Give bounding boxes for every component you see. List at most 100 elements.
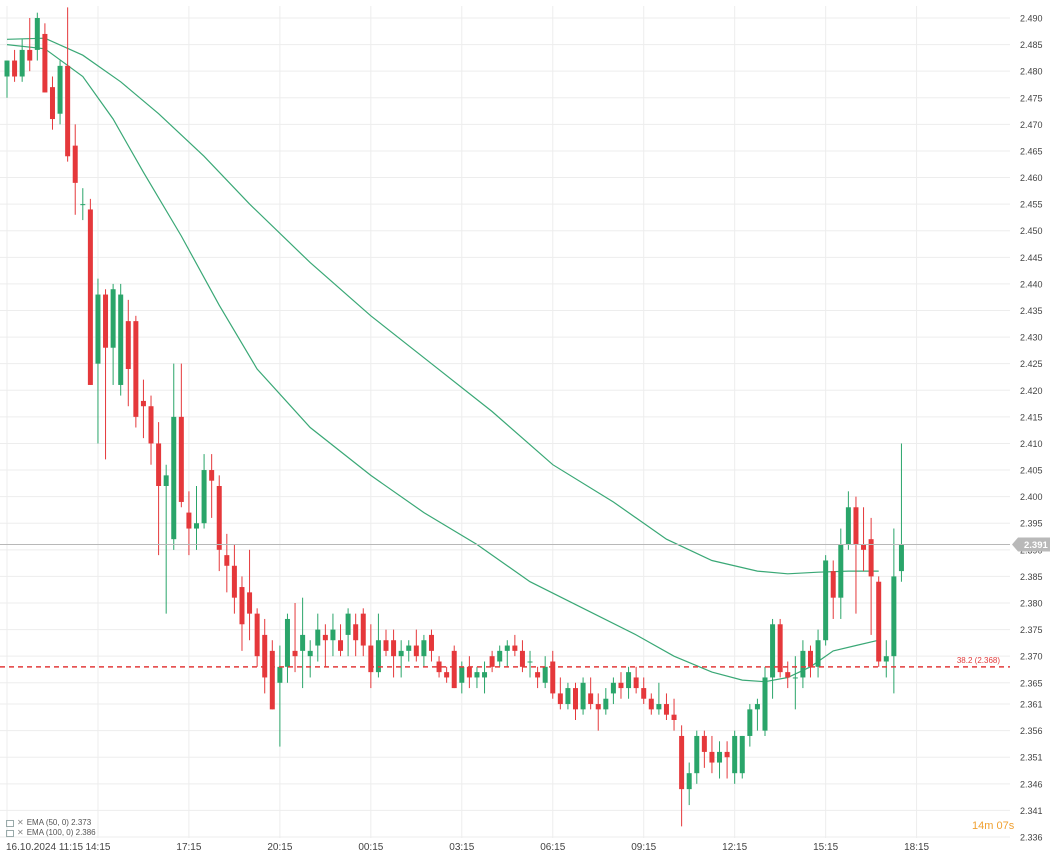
y-tick-label: 2.410 bbox=[1020, 439, 1043, 449]
legend-ema50[interactable]: ✕ EMA (50, 0) 2.373 bbox=[6, 818, 96, 828]
y-tick-label: 2.415 bbox=[1020, 412, 1043, 422]
levels: 38.2 (2.368) bbox=[0, 544, 1010, 668]
candle-body bbox=[186, 512, 192, 529]
candle-body bbox=[444, 672, 450, 678]
x-tick-label: 15:15 bbox=[813, 842, 838, 853]
y-tick-label: 2.351 bbox=[1020, 753, 1043, 763]
x-axis: 16.10.2024 11:15 14:15 17:15 20:15 00:15 03:1… bbox=[6, 842, 930, 853]
candle-body bbox=[694, 735, 700, 774]
candle-body bbox=[42, 33, 48, 93]
y-axis: 2.490 2.485 2.480 2.475 2.470 2.465 2.460 2.455… bbox=[1020, 14, 1043, 843]
x-tick-label: 17:15 bbox=[176, 842, 201, 853]
y-tick-label: 2.346 bbox=[1020, 779, 1043, 789]
candle-body bbox=[368, 645, 374, 673]
candle-body bbox=[573, 688, 578, 710]
indicator-settings-icon[interactable] bbox=[6, 829, 14, 837]
candle-countdown: 14m 07s bbox=[972, 820, 1015, 832]
y-tick-label: 2.365 bbox=[1020, 678, 1043, 688]
x-tick-label: 12:15 bbox=[722, 842, 747, 853]
candle-body bbox=[80, 204, 86, 206]
x-tick-label: 09:15 bbox=[631, 842, 656, 853]
current-price-value: 2.391 bbox=[1024, 540, 1048, 551]
y-tick-label: 2.375 bbox=[1020, 625, 1043, 635]
candle-body bbox=[239, 587, 245, 625]
candle-body bbox=[663, 704, 669, 715]
indicator-legend: ✕ EMA (50, 0) 2.373 ✕ EMA (100, 0) 2.386 bbox=[6, 818, 96, 838]
candle-body bbox=[103, 294, 109, 348]
candle-body bbox=[709, 751, 715, 763]
candle-body bbox=[284, 618, 290, 667]
candle-body bbox=[717, 751, 723, 763]
candle-body bbox=[413, 645, 419, 657]
candle-body bbox=[482, 672, 488, 678]
candle-body bbox=[360, 613, 366, 646]
candle-body bbox=[648, 698, 654, 710]
candle-body bbox=[595, 704, 601, 710]
candle-body bbox=[315, 629, 321, 646]
candle-body bbox=[656, 704, 662, 710]
candle-body bbox=[338, 640, 344, 651]
remove-indicator-icon[interactable]: ✕ bbox=[17, 818, 24, 827]
legend-ema100[interactable]: ✕ EMA (100, 0) 2.386 bbox=[6, 828, 96, 838]
candle-body bbox=[428, 634, 434, 651]
indicator-settings-icon[interactable] bbox=[6, 819, 14, 827]
candle-body bbox=[898, 544, 904, 572]
candle-body bbox=[148, 406, 154, 444]
candle-body bbox=[300, 634, 306, 651]
candle-body bbox=[792, 677, 798, 679]
candle-body bbox=[322, 634, 328, 641]
price-tags: 2.391 bbox=[1012, 537, 1050, 552]
candle-body bbox=[163, 475, 169, 486]
y-tick-label: 2.445 bbox=[1020, 253, 1043, 263]
candle-body bbox=[231, 565, 237, 598]
candle-body bbox=[785, 672, 791, 678]
candle-body bbox=[868, 539, 874, 577]
y-tick-label: 2.385 bbox=[1020, 572, 1043, 582]
ema-100-line bbox=[6, 37, 879, 575]
candle-body bbox=[732, 735, 738, 774]
candle-body bbox=[398, 650, 404, 657]
candle-body bbox=[861, 544, 867, 550]
candle-body bbox=[845, 507, 851, 545]
candle-body bbox=[823, 560, 829, 641]
candle-body bbox=[550, 661, 556, 694]
candle-body bbox=[133, 321, 139, 417]
candle-body bbox=[156, 443, 162, 486]
candle-body bbox=[451, 650, 457, 689]
candle-body bbox=[588, 693, 594, 705]
candle-body bbox=[891, 576, 897, 657]
y-tick-label: 2.356 bbox=[1020, 726, 1043, 736]
candle-body bbox=[838, 544, 844, 598]
x-tick-label: 06:15 bbox=[540, 842, 565, 853]
candle-body bbox=[194, 523, 199, 529]
candle-body bbox=[436, 661, 442, 673]
y-tick-label: 2.400 bbox=[1020, 492, 1043, 502]
remove-indicator-icon[interactable]: ✕ bbox=[17, 828, 24, 837]
candle-body bbox=[209, 470, 215, 481]
y-tick-label: 2.465 bbox=[1020, 146, 1043, 156]
x-tick-label: 14:15 bbox=[85, 842, 110, 853]
candle-body bbox=[262, 634, 268, 678]
candle-body bbox=[679, 735, 685, 790]
x-tick-label: 20:15 bbox=[267, 842, 292, 853]
candle-body bbox=[421, 640, 427, 657]
y-tick-label: 2.480 bbox=[1020, 67, 1043, 77]
ema-50-line bbox=[6, 44, 879, 683]
candle-body bbox=[754, 704, 760, 710]
candle-body bbox=[701, 735, 707, 752]
candle-body bbox=[747, 709, 753, 736]
candle-body bbox=[34, 18, 40, 50]
candle-body bbox=[474, 672, 480, 678]
candle-body bbox=[247, 592, 253, 614]
candle-body bbox=[406, 645, 412, 651]
candle-body bbox=[277, 666, 283, 683]
candle-body bbox=[466, 666, 472, 678]
candle-body bbox=[201, 470, 207, 524]
candle-body bbox=[110, 289, 116, 348]
y-tick-label: 2.435 bbox=[1020, 306, 1043, 316]
candle-body bbox=[565, 688, 571, 705]
candle-body bbox=[770, 624, 776, 678]
